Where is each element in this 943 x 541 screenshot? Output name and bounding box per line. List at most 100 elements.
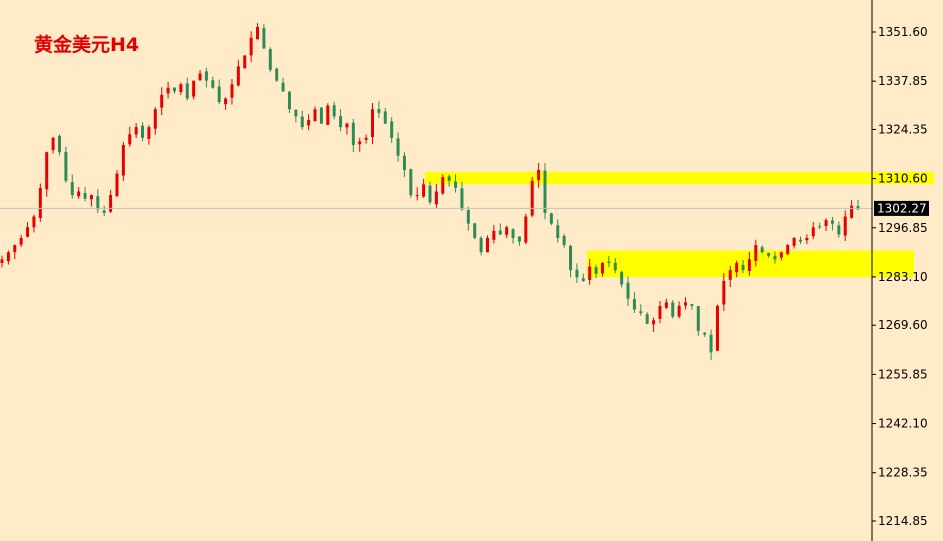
candle — [179, 82, 183, 96]
candle — [830, 216, 834, 231]
candle-body — [703, 332, 707, 335]
candle — [351, 118, 355, 153]
candle — [89, 194, 93, 207]
y-axis-tick-label: 1324.35 — [878, 122, 928, 136]
candle — [517, 236, 521, 246]
candle-body — [262, 27, 266, 49]
candle — [409, 168, 413, 198]
candle — [460, 181, 464, 211]
candle — [51, 136, 55, 154]
candle — [747, 251, 751, 276]
candle-body — [588, 266, 592, 280]
candle-body — [428, 185, 432, 203]
candle — [38, 183, 42, 222]
candle-body — [300, 116, 304, 128]
candle-body — [562, 235, 566, 246]
candle-body — [121, 144, 125, 176]
candle-body — [722, 280, 726, 305]
candle-body — [287, 91, 291, 110]
candle-body — [600, 263, 604, 274]
candle-body — [281, 82, 285, 92]
candle — [652, 317, 656, 333]
candle — [390, 117, 394, 143]
candle — [505, 225, 509, 238]
candle — [45, 151, 49, 197]
candle-body — [741, 264, 745, 271]
candle — [556, 219, 560, 243]
candle-body — [230, 84, 234, 98]
y-axis-tick-label: 1269.60 — [878, 318, 928, 332]
candle — [319, 106, 323, 125]
candle-body — [850, 205, 854, 218]
candle — [632, 292, 636, 313]
candle — [300, 110, 304, 130]
candle — [415, 187, 419, 201]
candle — [153, 107, 157, 135]
candle — [786, 243, 790, 256]
candle — [141, 122, 145, 142]
candle — [703, 331, 707, 337]
candle — [281, 77, 285, 93]
candle — [741, 259, 745, 274]
candle-body — [224, 98, 228, 105]
candle-body — [70, 182, 74, 196]
candle — [537, 163, 541, 188]
candle-body — [179, 84, 183, 92]
candle — [837, 221, 841, 238]
candle-body — [390, 121, 394, 138]
candle-body — [511, 229, 515, 238]
candle-body — [102, 210, 106, 213]
candle — [549, 212, 553, 226]
candle — [562, 233, 566, 248]
candle — [658, 301, 662, 324]
candle — [671, 299, 675, 319]
candle — [543, 163, 547, 220]
candle-body — [0, 259, 4, 264]
candle — [466, 206, 470, 231]
candle — [339, 109, 343, 132]
candle — [224, 97, 228, 110]
candle — [243, 54, 247, 69]
candle — [639, 304, 643, 316]
candle — [6, 250, 10, 265]
candle — [684, 297, 688, 310]
candle — [792, 237, 796, 249]
candle — [434, 183, 438, 209]
candle — [0, 255, 4, 268]
candle-body — [396, 138, 400, 156]
candle — [530, 176, 534, 218]
candle — [709, 329, 713, 360]
candle — [722, 273, 726, 312]
candle-body — [192, 80, 196, 97]
candle — [172, 87, 176, 94]
candle-body — [792, 237, 796, 246]
candle-body — [409, 169, 413, 196]
candle — [70, 174, 74, 199]
candle — [664, 298, 668, 310]
candle-body — [6, 252, 10, 262]
candle — [715, 304, 719, 351]
candle-body — [345, 123, 349, 128]
candle-body — [402, 155, 406, 171]
candle — [524, 213, 528, 245]
candle-body — [537, 170, 541, 181]
candle-body — [422, 184, 426, 197]
candlestick-series — [0, 23, 860, 360]
candle — [428, 181, 432, 205]
y-axis-tick-label: 1296.85 — [878, 221, 928, 235]
candle-body — [415, 195, 419, 197]
current-price-label: 1302.27 — [874, 200, 929, 216]
candle-body — [626, 282, 630, 299]
candle-body — [728, 270, 732, 280]
candle — [147, 125, 151, 145]
candle-body — [77, 191, 81, 197]
candle — [121, 141, 125, 181]
candle-body — [466, 210, 470, 224]
price-axis: 1351.60 1337.85 1324.35 1310.60 1296.85 1283.… — [872, 25, 928, 528]
candle-body — [613, 262, 617, 271]
candle — [26, 222, 30, 238]
candle-body — [479, 238, 483, 253]
candle-body — [696, 306, 700, 331]
candle — [262, 24, 266, 49]
candle — [760, 245, 764, 254]
